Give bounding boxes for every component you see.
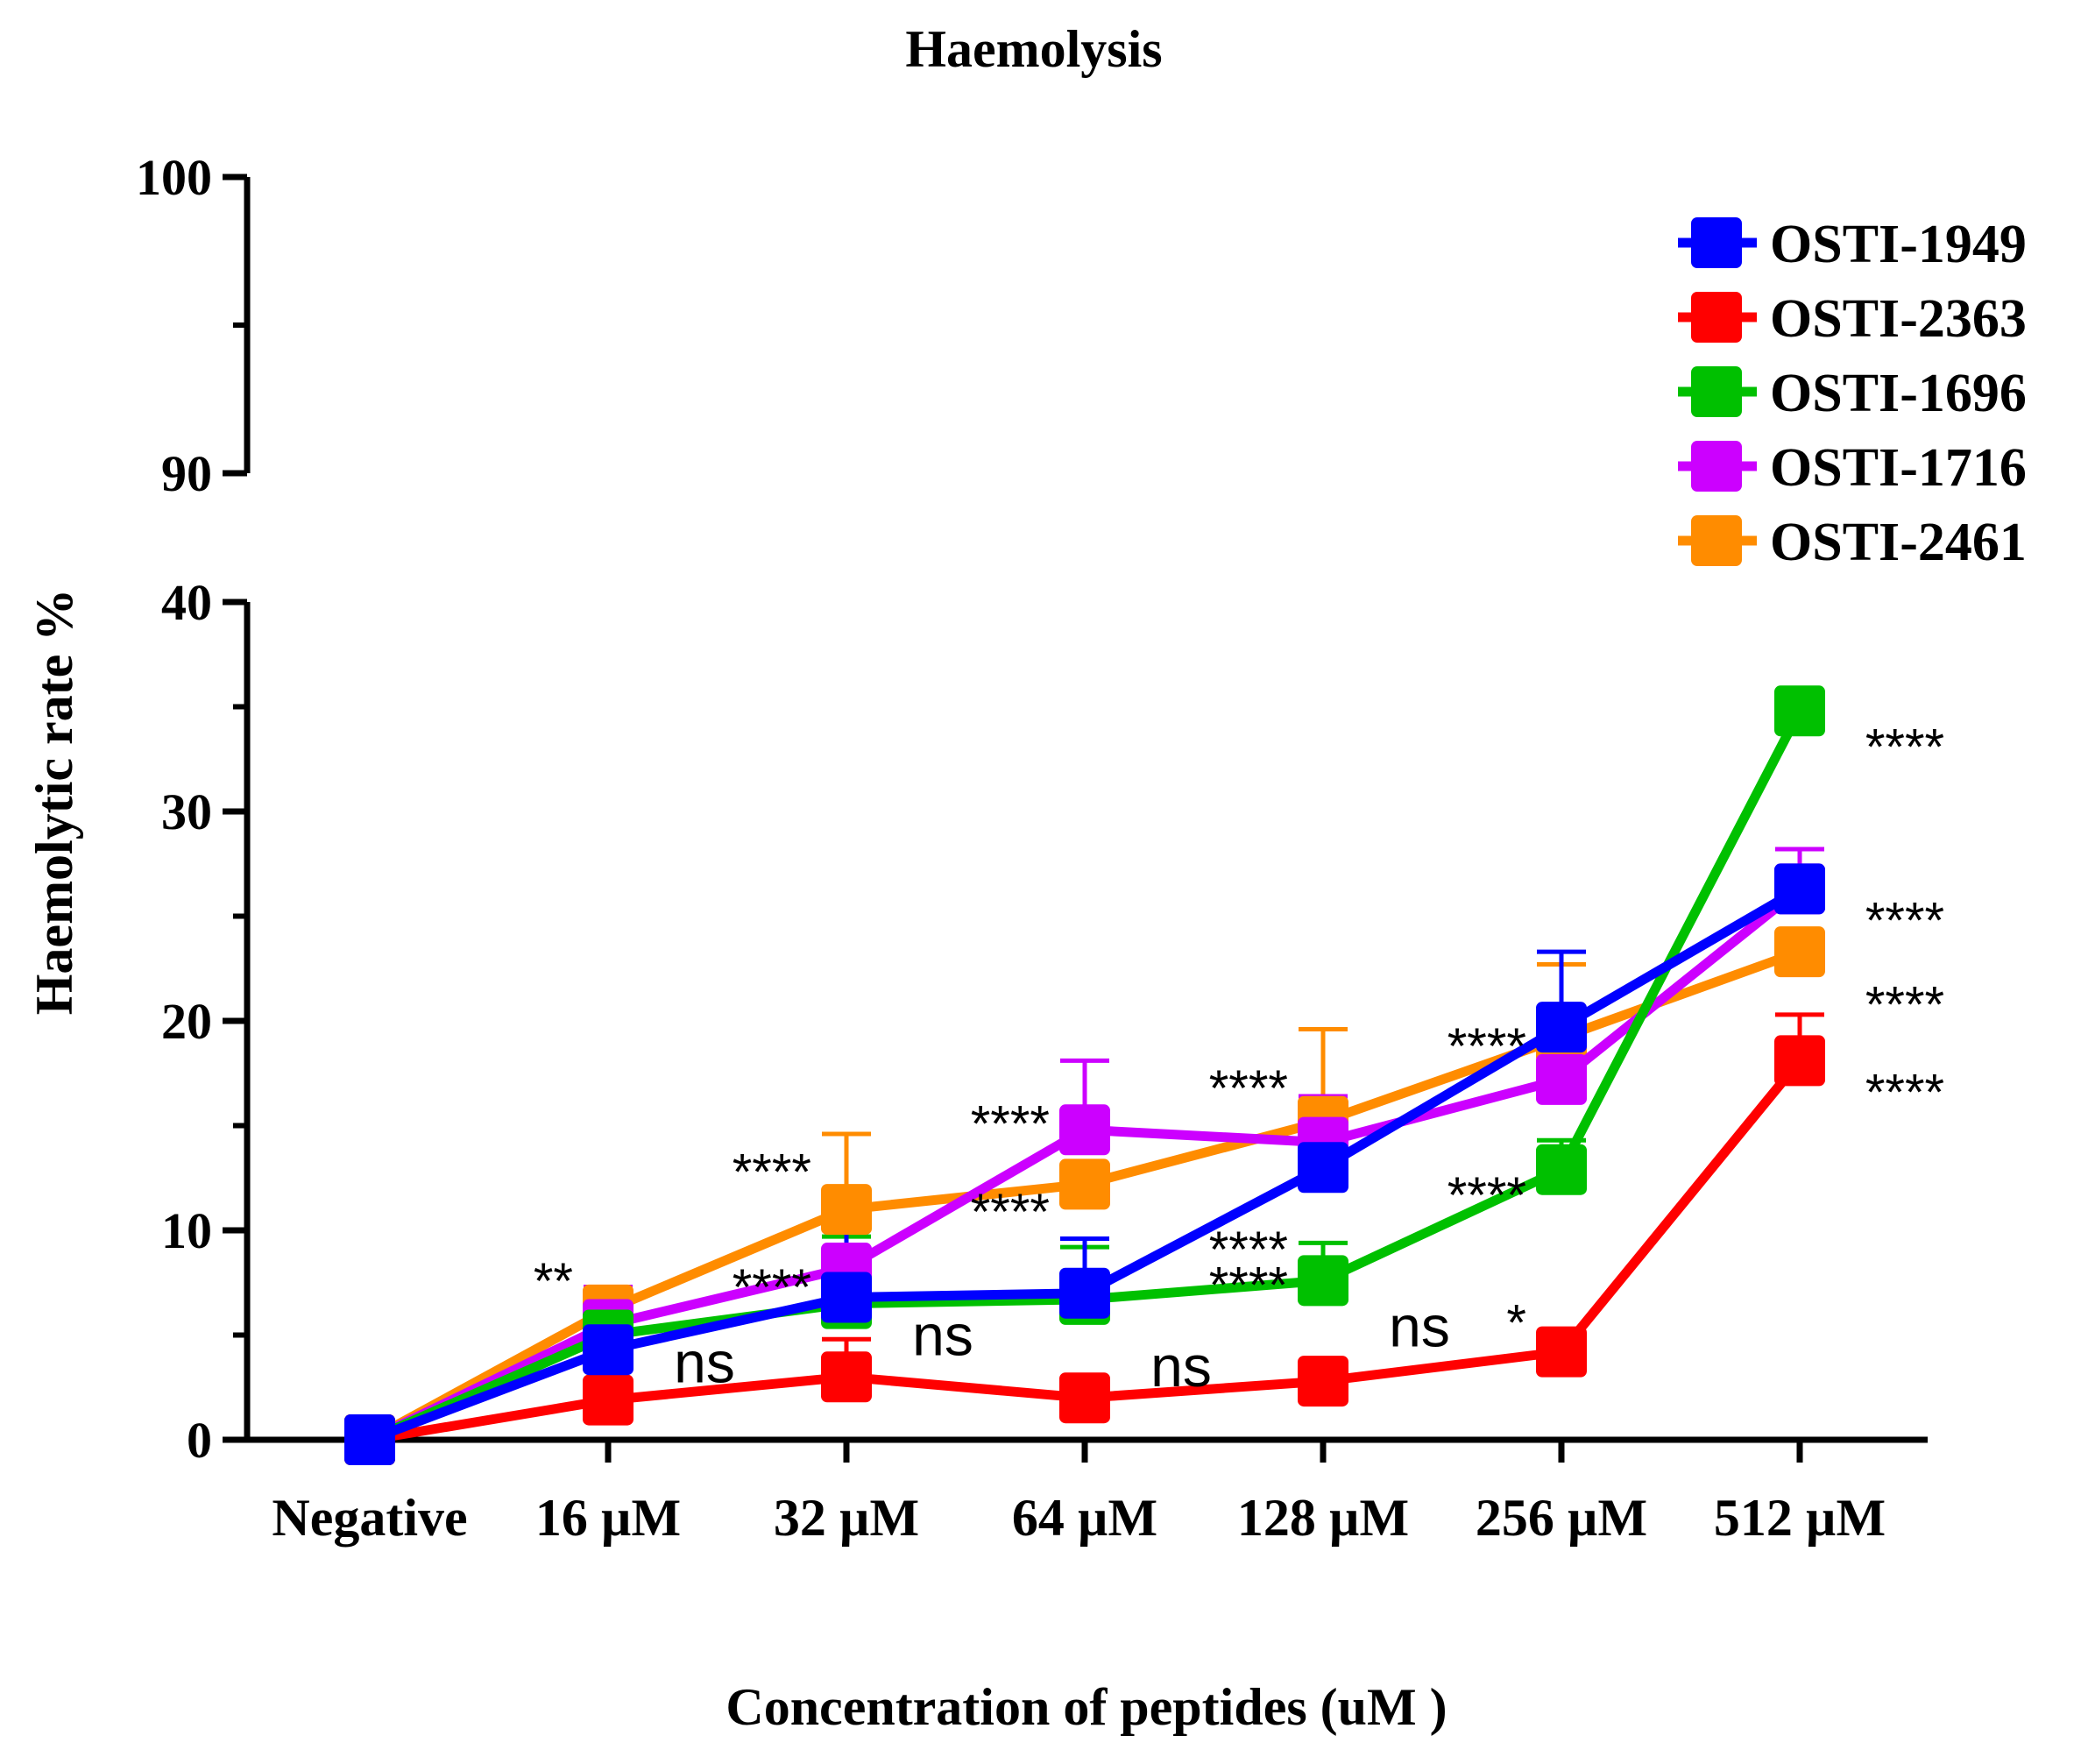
data-point-osti-2363 bbox=[1774, 1035, 1825, 1087]
legend-label-osti-2461: OSTI-2461 bbox=[1770, 513, 2027, 572]
significance-label: **** bbox=[1209, 1222, 1288, 1279]
significance-label: **** bbox=[1209, 1257, 1288, 1314]
y-tick-label: 90 bbox=[161, 445, 212, 502]
data-point-osti-1949 bbox=[1774, 863, 1825, 915]
significance-label: **** bbox=[1865, 893, 1944, 950]
y-tick-label: 100 bbox=[136, 149, 212, 206]
significance-label: ** bbox=[534, 1253, 573, 1310]
significance-label: **** bbox=[971, 1096, 1050, 1153]
x-tick-label: 64 µM bbox=[1012, 1489, 1157, 1547]
x-tick-label: 512 µM bbox=[1714, 1489, 1886, 1547]
data-point-osti-1949 bbox=[344, 1414, 395, 1465]
chart-title: Haemolysis bbox=[905, 20, 1162, 78]
legend-label-osti-1716: OSTI-1716 bbox=[1770, 438, 2027, 498]
significance-label: **** bbox=[1447, 1167, 1526, 1224]
y-tick-label: 10 bbox=[161, 1202, 212, 1259]
legend-label-osti-2363: OSTI-2363 bbox=[1770, 289, 2027, 349]
data-point-osti-2363 bbox=[583, 1374, 633, 1426]
significance-label: **** bbox=[1865, 719, 1944, 776]
data-point-osti-2363 bbox=[821, 1351, 872, 1403]
legend-marker-osti-2461 bbox=[1691, 515, 1742, 566]
significance-label: **** bbox=[1865, 976, 1944, 1033]
x-tick-label: 16 µM bbox=[535, 1489, 681, 1547]
data-point-osti-1716 bbox=[1059, 1104, 1110, 1156]
x-axis-label: Concentration of peptides (uM ) bbox=[725, 1678, 1447, 1736]
significance-label: **** bbox=[1447, 1018, 1526, 1075]
data-point-osti-1949 bbox=[583, 1324, 633, 1376]
y-tick-label: 40 bbox=[161, 574, 212, 631]
legend-label-osti-1696: OSTI-1696 bbox=[1770, 364, 2027, 423]
y-axis-label: Haemolytic rate % bbox=[25, 589, 83, 1015]
data-point-osti-1949 bbox=[1536, 1002, 1587, 1053]
data-point-osti-1949 bbox=[1298, 1142, 1348, 1194]
y-tick-label: 0 bbox=[187, 1412, 212, 1469]
y-tick-label: 30 bbox=[161, 783, 212, 840]
significance-label: * bbox=[1506, 1295, 1526, 1352]
ns-label: ns bbox=[1389, 1294, 1450, 1359]
legend-marker-osti-1696 bbox=[1691, 366, 1742, 417]
data-point-osti-1696 bbox=[1536, 1144, 1587, 1195]
x-tick-label: 32 µM bbox=[774, 1489, 919, 1547]
significance-label: **** bbox=[733, 1144, 811, 1201]
ns-label: ns bbox=[1150, 1334, 1212, 1399]
x-tick-label: 256 µM bbox=[1476, 1489, 1647, 1547]
significance-label: **** bbox=[1209, 1060, 1288, 1117]
x-tick-label: Negative bbox=[272, 1489, 467, 1547]
significance-label: **** bbox=[733, 1259, 811, 1316]
data-point-osti-1716 bbox=[1536, 1053, 1587, 1105]
legend-label-osti-1949: OSTI-1949 bbox=[1770, 215, 2027, 274]
ns-label: ns bbox=[674, 1329, 735, 1394]
ns-label: ns bbox=[912, 1302, 973, 1367]
data-point-osti-1949 bbox=[1059, 1267, 1110, 1319]
significance-label: **** bbox=[1865, 1065, 1944, 1122]
y-tick-label: 20 bbox=[161, 993, 212, 1050]
data-point-osti-1949 bbox=[821, 1272, 872, 1323]
data-point-osti-2363 bbox=[1298, 1356, 1348, 1407]
data-point-osti-1696 bbox=[1774, 685, 1825, 737]
data-point-osti-2461 bbox=[1059, 1158, 1110, 1210]
x-tick-label: 128 µM bbox=[1237, 1489, 1409, 1547]
data-point-osti-2363 bbox=[1059, 1372, 1110, 1424]
data-point-osti-2461 bbox=[1774, 926, 1825, 978]
legend-marker-osti-1716 bbox=[1691, 441, 1742, 492]
significance-label: **** bbox=[971, 1184, 1050, 1241]
legend-marker-osti-2363 bbox=[1691, 292, 1742, 343]
data-point-osti-2363 bbox=[1536, 1326, 1587, 1378]
data-point-osti-2461 bbox=[821, 1184, 872, 1236]
data-point-osti-1696 bbox=[1298, 1255, 1348, 1307]
legend-marker-osti-1949 bbox=[1691, 217, 1742, 268]
